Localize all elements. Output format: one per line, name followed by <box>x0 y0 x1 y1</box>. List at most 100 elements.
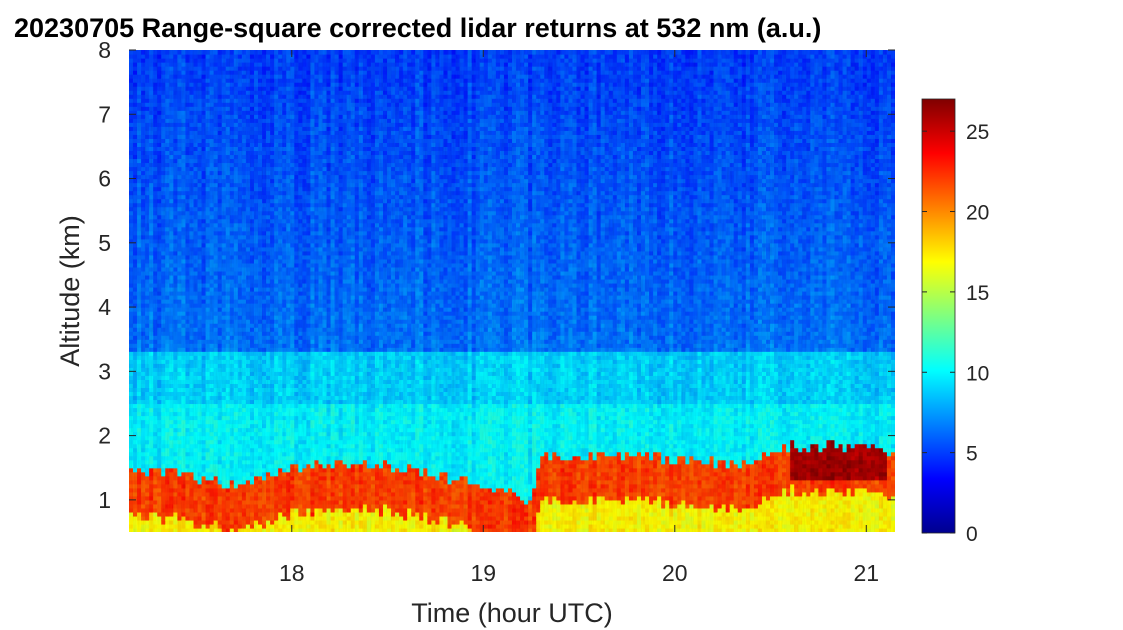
heatmap-cell <box>206 347 211 352</box>
heatmap-cell <box>141 215 146 220</box>
heatmap-cell <box>258 162 263 167</box>
heatmap-cell <box>274 130 279 135</box>
heatmap-cell <box>234 74 239 79</box>
heatmap-cell <box>202 207 207 212</box>
heatmap-cell <box>169 403 174 408</box>
heatmap-cell <box>262 231 267 236</box>
heatmap-cell <box>286 130 291 135</box>
heatmap-cell <box>274 508 279 513</box>
heatmap-cell <box>169 436 174 441</box>
heatmap-cell <box>226 412 231 417</box>
heatmap-cell <box>185 432 190 437</box>
heatmap-cell <box>145 271 150 276</box>
heatmap-cell <box>137 307 142 312</box>
heatmap-cell <box>165 520 170 525</box>
heatmap-cell <box>161 74 166 79</box>
heatmap-cell <box>278 516 283 521</box>
heatmap-cell <box>185 347 190 352</box>
heatmap-cell <box>222 347 227 352</box>
heatmap-cell <box>250 500 255 505</box>
heatmap-cell <box>234 58 239 63</box>
heatmap-cell <box>290 171 295 176</box>
heatmap-cell <box>149 183 154 188</box>
heatmap-cell <box>202 126 207 131</box>
heatmap-cell <box>194 492 199 497</box>
heatmap-cell <box>234 528 239 533</box>
heatmap-cell <box>230 183 235 188</box>
heatmap-cell <box>290 114 295 119</box>
heatmap-cell <box>278 263 283 268</box>
heatmap-cell <box>234 367 239 372</box>
heatmap-cell <box>157 524 162 529</box>
heatmap-cell <box>145 460 150 465</box>
heatmap-cell <box>214 106 219 111</box>
heatmap-cell <box>226 211 231 216</box>
heatmap-cell <box>177 355 182 360</box>
heatmap-cell <box>141 464 146 469</box>
heatmap-cell <box>234 412 239 417</box>
heatmap-cell <box>286 259 291 264</box>
heatmap-cell <box>129 323 134 328</box>
heatmap-cell <box>194 199 199 204</box>
heatmap-cell <box>246 267 251 272</box>
heatmap-cell <box>149 355 154 360</box>
heatmap-cell <box>262 347 267 352</box>
heatmap-cell <box>266 259 271 264</box>
heatmap-cell <box>262 259 267 264</box>
heatmap-cell <box>210 154 215 159</box>
heatmap-cell <box>137 460 142 465</box>
heatmap-cell <box>242 375 247 380</box>
heatmap-cell <box>145 247 150 252</box>
heatmap-cell <box>238 343 243 348</box>
heatmap-cell <box>153 379 158 384</box>
heatmap-cell <box>274 452 279 457</box>
heatmap-cell <box>282 239 287 244</box>
heatmap-cell <box>202 420 207 425</box>
heatmap-cell <box>226 267 231 272</box>
heatmap-cell <box>234 299 239 304</box>
heatmap-cell <box>246 171 251 176</box>
heatmap-cell <box>198 235 203 240</box>
heatmap-cell <box>234 150 239 155</box>
heatmap-cell <box>258 247 263 252</box>
heatmap-cell <box>222 142 227 147</box>
heatmap-cell <box>290 520 295 525</box>
heatmap-cell <box>181 239 186 244</box>
heatmap-cell <box>230 391 235 396</box>
heatmap-cell <box>282 199 287 204</box>
heatmap-cell <box>250 395 255 400</box>
heatmap-cell <box>173 383 178 388</box>
heatmap-cell <box>169 468 174 473</box>
heatmap-cell <box>141 383 146 388</box>
heatmap-cell <box>290 150 295 155</box>
heatmap-cell <box>153 476 158 481</box>
heatmap-cell <box>274 327 279 332</box>
heatmap-cell <box>246 440 251 445</box>
heatmap-cell <box>214 235 219 240</box>
heatmap-cell <box>226 436 231 441</box>
heatmap-cell <box>258 504 263 509</box>
heatmap-cell <box>234 416 239 421</box>
heatmap-cell <box>246 219 251 224</box>
heatmap-cell <box>250 444 255 449</box>
heatmap-cell <box>157 134 162 139</box>
heatmap-cell <box>165 504 170 509</box>
heatmap-cell <box>214 94 219 99</box>
heatmap-cell <box>270 263 275 268</box>
heatmap-cell <box>169 98 174 103</box>
heatmap-cell <box>266 199 271 204</box>
heatmap-cell <box>294 355 299 360</box>
heatmap-cell <box>194 134 199 139</box>
heatmap-cell <box>177 183 182 188</box>
heatmap-cell <box>189 118 194 123</box>
heatmap-cell <box>246 387 251 392</box>
heatmap-cell <box>194 339 199 344</box>
heatmap-cell <box>254 468 259 473</box>
heatmap-cell <box>270 283 275 288</box>
heatmap-cell <box>214 303 219 308</box>
heatmap-cell <box>262 476 267 481</box>
heatmap-cell <box>129 195 134 200</box>
heatmap-cell <box>262 319 267 324</box>
heatmap-cell <box>169 387 174 392</box>
heatmap-cell <box>270 239 275 244</box>
